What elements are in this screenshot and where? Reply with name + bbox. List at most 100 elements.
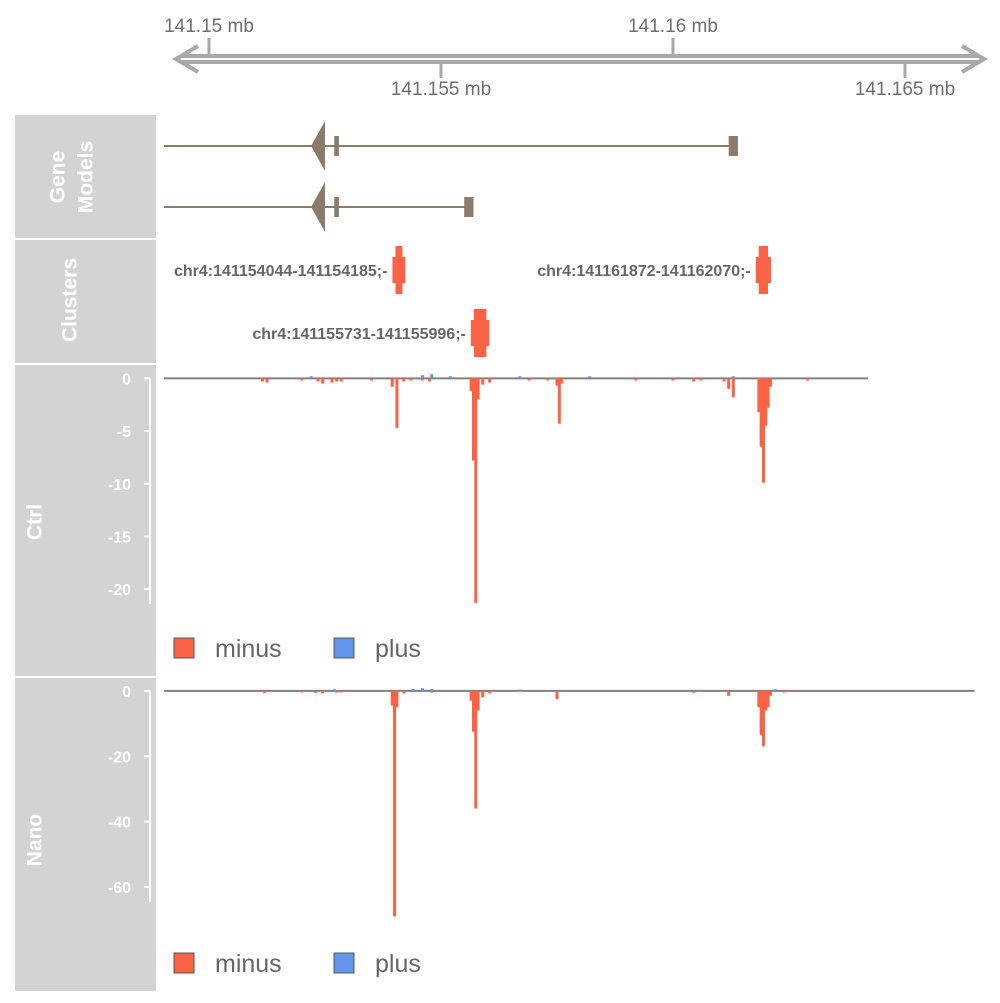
axis-tick-label-top: 141.16 mb — [628, 16, 718, 37]
legend-label-minus: minus — [215, 635, 282, 663]
ctrl-panel — [15, 365, 156, 676]
signal-bar-minus — [321, 690, 325, 694]
signal-bar-minus — [420, 378, 424, 381]
gene-models-panel — [15, 115, 156, 238]
gene-models-title-line1: Gene — [47, 151, 70, 204]
signal-bar-plus — [731, 376, 735, 379]
signal-bar-minus — [634, 378, 638, 381]
signal-bar-minus — [393, 690, 397, 917]
signal-bar-minus — [761, 378, 765, 483]
signal-bar-minus — [476, 378, 480, 400]
signal-bar-minus — [699, 378, 703, 381]
clusters-track: chr4:141154044-141154185;- chr4:141161872… — [174, 246, 772, 357]
signal-bar-minus — [764, 690, 768, 711]
signal-bar-minus — [527, 378, 531, 381]
signal-bar-minus — [335, 690, 339, 693]
transcript-exon — [334, 197, 339, 217]
signal-bar-minus — [768, 690, 772, 696]
signal-bar-plus — [430, 688, 434, 691]
signal-bar-minus — [390, 690, 394, 706]
signal-bar-plus — [430, 374, 434, 379]
signal-bar-minus — [402, 690, 406, 694]
signal-bar-minus — [471, 378, 475, 461]
signal-bar-plus — [332, 689, 336, 691]
signal-bar-minus — [469, 690, 473, 701]
cluster-block-core — [758, 246, 769, 294]
transcript-strand-arrow — [311, 121, 325, 171]
signal-bar-minus — [488, 690, 492, 694]
transcript-exon — [464, 197, 474, 217]
signal-bar-plus — [773, 689, 777, 691]
signal-bar-minus — [300, 378, 304, 381]
transcript-strand-arrow — [311, 182, 325, 232]
signal-bar-plus — [420, 688, 424, 691]
cluster-label: chr4:141161872-141162070;- — [537, 263, 751, 280]
axis-arrow-right — [960, 44, 988, 74]
signal-bar-plus — [411, 688, 415, 691]
signal-bar-minus — [757, 378, 761, 413]
signal-bar-plus — [309, 376, 313, 379]
legend-label-minus: minus — [215, 950, 282, 978]
ctrl-track: 0 -5 -10 -15 -20 minus plus — [108, 371, 868, 663]
signal-bar-minus — [395, 690, 399, 708]
signal-bar-minus — [476, 690, 480, 711]
y-axis-tick-label: -15 — [108, 529, 131, 546]
transcript-exon — [334, 136, 339, 156]
signal-bar-minus — [260, 378, 264, 382]
nano-title: Nano — [24, 814, 47, 867]
signal-bar-minus — [731, 378, 735, 398]
axis-tick-label-top: 141.15 mb — [164, 16, 254, 37]
signal-bar-minus — [671, 378, 675, 381]
signal-bar-minus — [764, 378, 768, 426]
legend-swatch-minus — [173, 637, 195, 659]
signal-bar-minus — [339, 378, 343, 382]
gene-models-track — [164, 121, 738, 232]
signal-bar-plus — [448, 376, 452, 379]
signal-bar-plus — [420, 375, 424, 379]
ctrl-title: Ctrl — [24, 504, 47, 540]
y-axis-tick-label: -5 — [117, 424, 131, 441]
signal-bar-minus — [727, 690, 731, 696]
signal-bar-minus — [474, 378, 478, 603]
signal-bar-plus — [518, 376, 522, 379]
signal-bar-minus — [321, 378, 325, 384]
cluster-block-core — [473, 309, 487, 357]
gene-models-title-line2: Models — [75, 141, 98, 213]
signal-bar-minus — [427, 378, 431, 382]
signal-bar-minus — [692, 378, 696, 382]
axis-arrow-left — [172, 44, 200, 74]
signal-bar-minus — [330, 378, 334, 383]
legend-label-plus: plus — [375, 950, 421, 978]
signal-bar-minus — [761, 690, 765, 747]
signal-bar-minus — [300, 690, 304, 693]
axis-tick-label-bottom: 141.155 mb — [391, 79, 491, 100]
signal-bar-minus — [806, 378, 810, 381]
cluster-label: chr4:141154044-141154185;- — [174, 263, 388, 280]
signal-bar-minus — [766, 378, 770, 408]
signal-bar-minus — [469, 378, 473, 391]
signal-bar-minus — [402, 378, 406, 382]
y-axis-tick-label: -10 — [108, 477, 131, 494]
signal-bar-minus — [488, 378, 492, 383]
transcript-exon — [728, 136, 738, 156]
signal-bar-minus — [265, 378, 269, 383]
signal-bar-minus — [759, 378, 763, 447]
signal-bar-minus — [395, 378, 399, 428]
signal-bar-minus — [481, 378, 485, 385]
signal-bar-minus — [474, 690, 478, 809]
y-axis-tick-label: 0 — [122, 371, 131, 388]
signal-bar-minus — [692, 690, 696, 693]
signal-bar-minus — [409, 378, 413, 381]
signal-bar-minus — [557, 378, 561, 424]
track-panels: Gene Models Clusters Ctrl Nano — [15, 115, 156, 991]
signal-bar-minus — [555, 378, 559, 386]
y-axis-tick-label: -20 — [108, 582, 131, 599]
legend-label-plus: plus — [375, 635, 421, 663]
cluster-block-core — [395, 246, 403, 294]
legend-swatch-plus — [333, 637, 355, 659]
clusters-panel — [15, 240, 156, 363]
signal-bar-minus — [390, 378, 394, 387]
signal-bar-plus — [587, 376, 591, 379]
signal-bar-minus — [768, 378, 772, 387]
